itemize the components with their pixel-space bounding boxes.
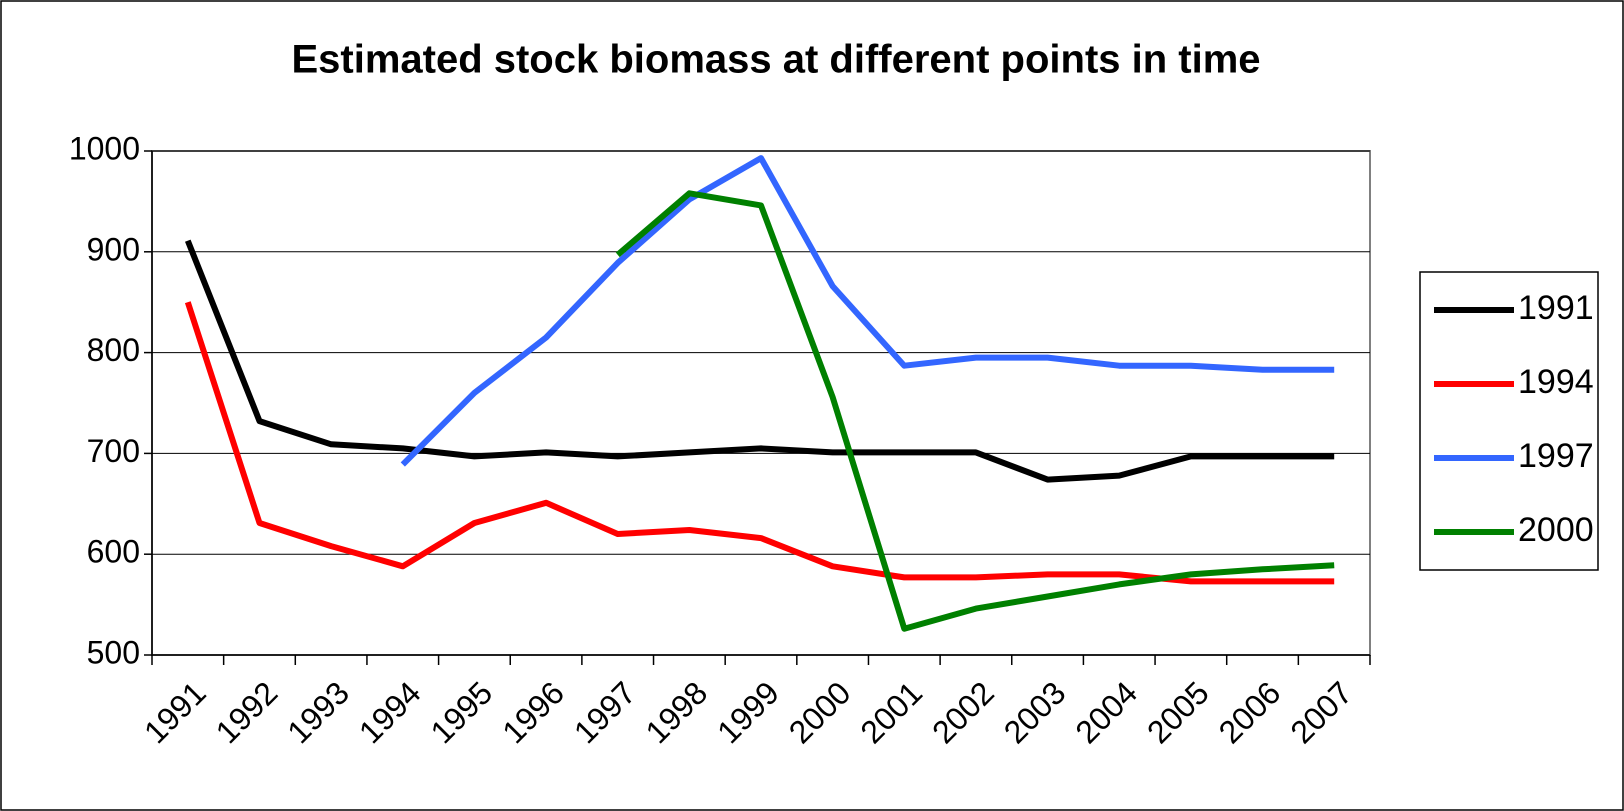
- y-tick-label: 800: [87, 332, 140, 368]
- y-tick-label: 500: [87, 634, 140, 670]
- y-tick-label: 700: [87, 433, 140, 469]
- legend-box: [1419, 271, 1599, 571]
- plot-area: [151, 150, 1371, 656]
- y-tick-label: 600: [87, 534, 140, 570]
- legend-label: 2000: [1518, 511, 1594, 549]
- y-tick-label: 1000: [69, 130, 140, 166]
- series-line: [185, 239, 1335, 483]
- series-line: [400, 155, 1335, 467]
- legend-label: 1997: [1518, 437, 1594, 475]
- legend-label: 1994: [1518, 363, 1594, 401]
- chart-title: Estimated stock biomass at different poi…: [291, 38, 1260, 82]
- series-line: [615, 190, 1335, 632]
- y-tick-label: 900: [87, 231, 140, 267]
- legend-label: 1991: [1518, 289, 1594, 327]
- series-line: [184, 301, 1335, 585]
